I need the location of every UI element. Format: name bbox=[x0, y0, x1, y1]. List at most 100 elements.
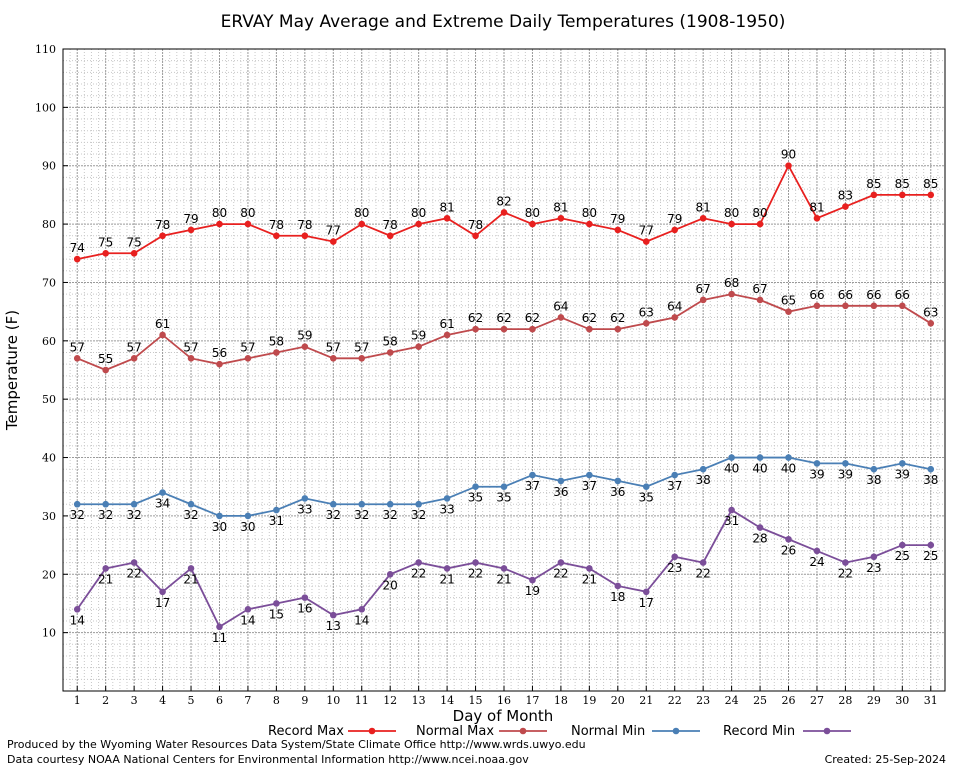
normal-min-data-label: 40 bbox=[752, 462, 767, 476]
normal-max-point bbox=[216, 360, 223, 368]
normal-max-data-label: 58 bbox=[269, 334, 284, 348]
record-min-data-label: 28 bbox=[752, 532, 767, 546]
record-max-data-label: 79 bbox=[610, 212, 625, 226]
record-min-data-label: 23 bbox=[667, 561, 682, 575]
record-min-point bbox=[842, 559, 849, 566]
legend-marker-record-max bbox=[368, 727, 376, 735]
normal-min-point bbox=[899, 460, 906, 467]
normal-min-data-label: 38 bbox=[866, 473, 881, 487]
x-tick-label: 8 bbox=[273, 694, 280, 707]
record-min-point bbox=[102, 565, 109, 572]
normal-min-data-label: 37 bbox=[582, 479, 597, 493]
record-max-point bbox=[671, 226, 679, 234]
record-max-point bbox=[415, 220, 422, 228]
record-min-point bbox=[785, 535, 792, 543]
record-max-data-label: 81 bbox=[809, 200, 824, 214]
normal-max-point bbox=[785, 308, 792, 315]
normal-max-point bbox=[415, 343, 422, 350]
record-min-data-label: 11 bbox=[212, 631, 227, 645]
normal-min-point bbox=[642, 483, 650, 491]
normal-max-point bbox=[756, 296, 764, 304]
normal-min-data-label: 39 bbox=[809, 467, 824, 481]
x-tick-label: 27 bbox=[810, 694, 824, 707]
record-min-data-label: 25 bbox=[923, 549, 938, 563]
record-min-point bbox=[159, 588, 166, 596]
normal-max-point bbox=[586, 325, 593, 333]
record-min-point bbox=[529, 576, 536, 584]
record-max-point bbox=[728, 220, 735, 228]
normal-max-point bbox=[329, 355, 337, 362]
data-labels: 74 75 75 78 79 80 80 78 78 77 80 78 80 81 78 82 80 81 80 79… bbox=[70, 148, 939, 645]
normal-min-data-label: 40 bbox=[781, 462, 796, 476]
x-tick-label: 17 bbox=[525, 694, 539, 707]
normal-min-data-label: 39 bbox=[838, 467, 853, 481]
record-min-data-label: 13 bbox=[326, 619, 341, 633]
normal-min-data-label: 32 bbox=[326, 508, 341, 522]
normal-min-data-label: 32 bbox=[183, 508, 198, 522]
x-tick-label: 14 bbox=[440, 694, 454, 707]
record-min-point bbox=[586, 565, 593, 572]
normal-max-point bbox=[301, 343, 309, 350]
record-min-data-label: 24 bbox=[809, 555, 824, 569]
normal-min-point bbox=[273, 506, 280, 514]
record-min-point bbox=[301, 594, 309, 601]
record-min-data-label: 26 bbox=[781, 543, 796, 557]
record-max-point bbox=[614, 226, 622, 234]
record-max-point bbox=[756, 220, 764, 228]
normal-min-data-label: 35 bbox=[639, 491, 654, 505]
normal-min-data-label: 35 bbox=[496, 491, 511, 505]
x-tick-label: 15 bbox=[469, 694, 483, 707]
record-min-point bbox=[273, 600, 280, 607]
normal-max-point bbox=[273, 349, 280, 356]
record-min-point bbox=[187, 565, 195, 572]
record-min-data-label: 20 bbox=[383, 578, 398, 592]
normal-max-data-label: 55 bbox=[98, 352, 113, 366]
record-max-point bbox=[642, 238, 650, 245]
x-tick-label: 2 bbox=[102, 694, 109, 707]
normal-max-point bbox=[557, 314, 565, 321]
normal-max-point bbox=[899, 302, 906, 310]
chart-title: ERVAY May Average and Extreme Daily Temp… bbox=[221, 12, 786, 32]
record-min-data-label: 21 bbox=[183, 572, 198, 586]
y-tick-label: 20 bbox=[42, 568, 56, 581]
normal-max-data-label: 62 bbox=[582, 311, 597, 325]
normal-max-data-label: 65 bbox=[781, 294, 796, 308]
normal-max-data-label: 59 bbox=[411, 329, 426, 343]
x-tick-label: 23 bbox=[696, 694, 710, 707]
record-max-point bbox=[386, 232, 394, 240]
normal-max-data-label: 57 bbox=[240, 340, 255, 354]
normal-max-point bbox=[244, 355, 252, 362]
normal-min-point bbox=[358, 500, 366, 508]
x-tick-label: 22 bbox=[668, 694, 682, 707]
record-min-point bbox=[216, 623, 223, 631]
record-max-point bbox=[159, 232, 166, 240]
normal-min-point bbox=[386, 500, 394, 508]
y-axis-title: Temperature (F) bbox=[3, 310, 21, 431]
record-min-data-label: 31 bbox=[724, 514, 739, 528]
record-max-point bbox=[329, 238, 337, 245]
normal-min-point bbox=[102, 500, 109, 508]
x-tick-label: 1 bbox=[74, 694, 81, 707]
normal-min-data-label: 32 bbox=[383, 508, 398, 522]
normal-max-data-label: 62 bbox=[468, 311, 483, 325]
grid bbox=[63, 49, 945, 691]
record-max-data-label: 80 bbox=[240, 206, 255, 220]
normal-max-data-label: 57 bbox=[70, 340, 85, 354]
normal-max-point bbox=[699, 296, 707, 304]
normal-max-point bbox=[614, 325, 622, 333]
legend: Record Max Normal Max Normal Min Record Min bbox=[268, 724, 851, 739]
record-min-point bbox=[244, 605, 252, 613]
normal-max-data-label: 57 bbox=[126, 340, 141, 354]
record-min-data-label: 21 bbox=[98, 572, 113, 586]
y-tick-label: 70 bbox=[42, 276, 56, 289]
y-tick-label: 80 bbox=[42, 218, 56, 231]
record-max-data-label: 77 bbox=[639, 224, 654, 238]
record-max-point bbox=[529, 220, 536, 228]
x-tick-label: 13 bbox=[412, 694, 426, 707]
normal-max-data-label: 64 bbox=[667, 299, 682, 313]
record-min-data-label: 21 bbox=[496, 572, 511, 586]
normal-min-data-label: 40 bbox=[724, 462, 739, 476]
normal-min-point bbox=[415, 500, 422, 508]
y-axis-ticks: 10 20 30 40 50 60 70 80 90 100 110 bbox=[35, 43, 68, 640]
